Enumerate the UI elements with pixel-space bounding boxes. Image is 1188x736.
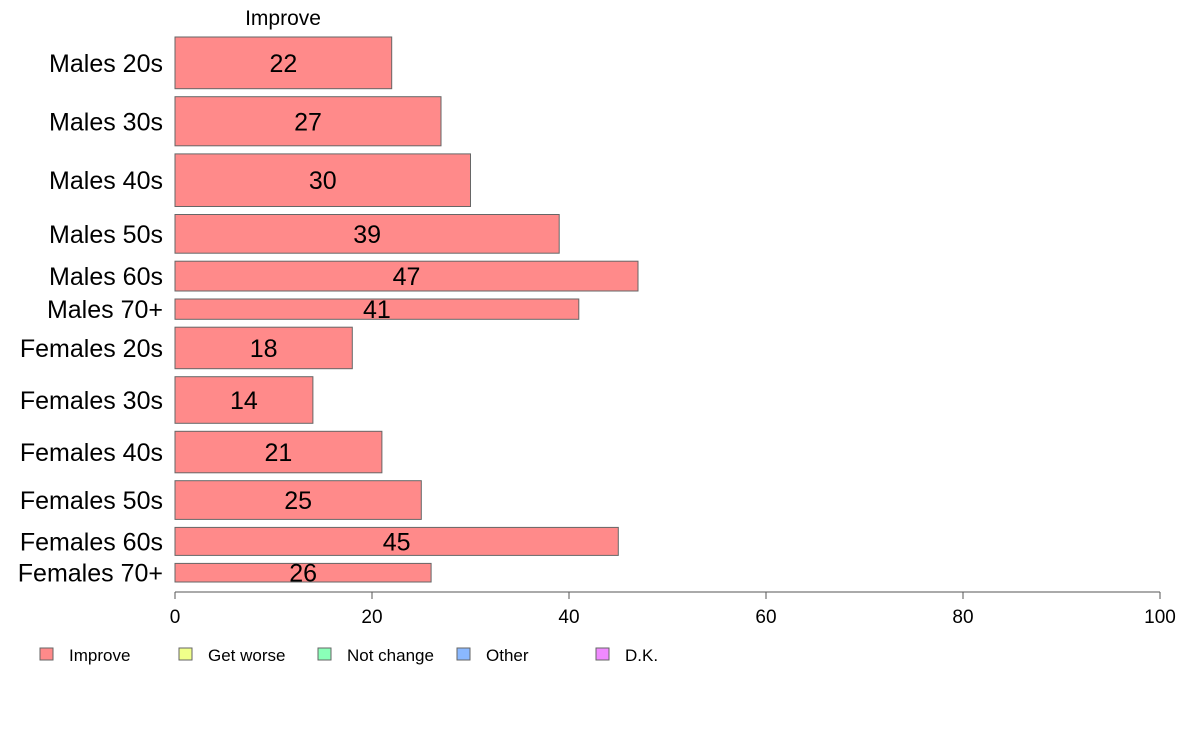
category-label-9: Females 50s: [20, 487, 163, 515]
x-tick-label-3: 60: [755, 607, 776, 628]
x-tick-label-4: 80: [952, 607, 973, 628]
bar-8: [174, 430, 383, 474]
category-label-5: Males 70+: [47, 296, 163, 324]
legend-label-1: Get worse: [208, 646, 285, 665]
legend-label-3: Other: [486, 646, 529, 665]
bar-9: [174, 480, 422, 520]
category-label-10: Females 60s: [20, 528, 163, 556]
bar-2: [174, 153, 471, 207]
bar-value-label-5: 41: [363, 296, 391, 324]
category-label-4: Males 60s: [49, 263, 163, 291]
bar-3: [174, 214, 560, 254]
bar-1: [174, 96, 442, 147]
x-tick-label-2: 40: [558, 607, 579, 628]
bar-value-label-11: 26: [289, 560, 317, 588]
bar-value-label-9: 25: [284, 487, 312, 515]
category-label-8: Females 40s: [20, 439, 163, 467]
bar-6: [174, 326, 353, 370]
legend-swatch-1: [178, 647, 193, 661]
legend-label-4: D.K.: [625, 646, 658, 665]
series-title: Improve: [245, 7, 321, 30]
bar-value-label-8: 21: [264, 439, 292, 467]
category-label-0: Males 20s: [49, 50, 163, 78]
category-label-11: Females 70+: [18, 560, 163, 588]
category-label-7: Females 30s: [20, 387, 163, 415]
bar-value-label-4: 47: [393, 263, 421, 291]
bar-value-label-0: 22: [269, 50, 297, 78]
bar-5: [174, 298, 580, 320]
bar-value-label-2: 30: [309, 167, 337, 195]
x-tick-label-1: 20: [361, 607, 382, 628]
legend-swatch-3: [456, 647, 471, 661]
category-label-3: Males 50s: [49, 221, 163, 249]
category-label-1: Males 30s: [49, 108, 163, 136]
bar-10: [174, 526, 619, 556]
legend-label-0: Improve: [69, 646, 130, 665]
x-tick-label-0: 0: [170, 607, 181, 628]
category-label-2: Males 40s: [49, 167, 163, 195]
bar-11: [174, 562, 432, 583]
legend-label-2: Not change: [347, 646, 434, 665]
bar-7: [174, 376, 314, 424]
legend-swatch-2: [317, 647, 332, 661]
bar-4: [174, 260, 639, 292]
bar-value-label-3: 39: [353, 221, 381, 249]
x-tick-label-5: 100: [1144, 607, 1176, 628]
bar-value-label-1: 27: [294, 108, 322, 136]
legend-swatch-0: [39, 647, 54, 661]
bar-value-label-6: 18: [250, 335, 278, 363]
category-label-6: Females 20s: [20, 335, 163, 363]
bar-value-label-7: 14: [230, 387, 258, 415]
legend-swatch-4: [595, 647, 610, 661]
bar-0: [174, 36, 393, 90]
bar-value-label-10: 45: [383, 528, 411, 556]
